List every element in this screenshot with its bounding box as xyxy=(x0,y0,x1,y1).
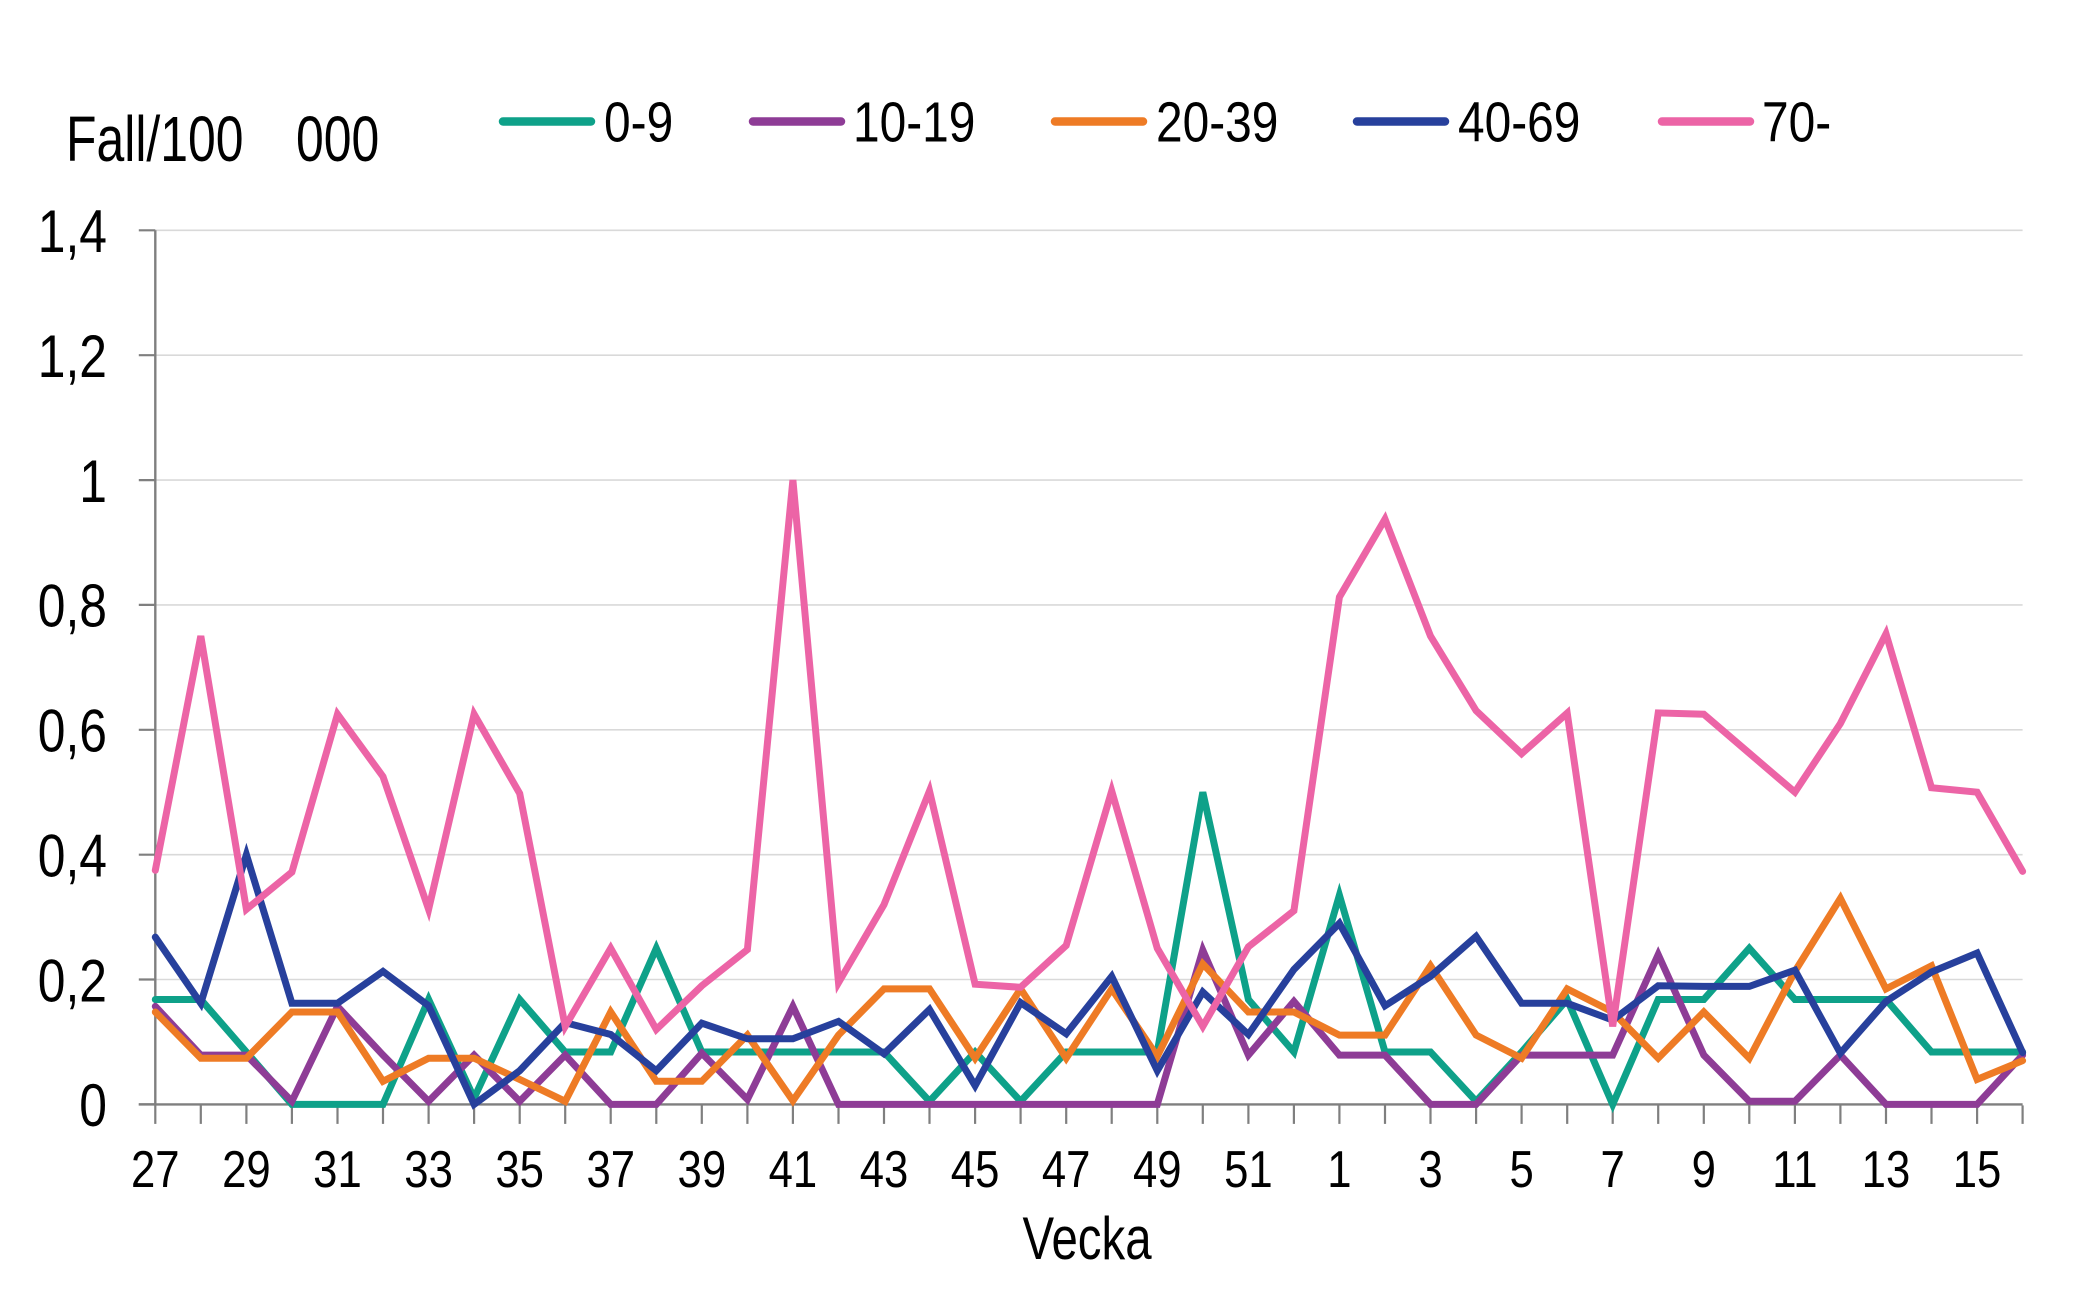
svg-text:0: 0 xyxy=(79,1072,107,1139)
svg-text:10-19: 10-19 xyxy=(853,91,975,155)
svg-text:0,2: 0,2 xyxy=(38,947,107,1014)
svg-text:000: 000 xyxy=(296,104,379,175)
svg-text:15: 15 xyxy=(1953,1142,2002,1199)
svg-text:39: 39 xyxy=(678,1142,727,1199)
svg-text:5: 5 xyxy=(1509,1142,1533,1199)
svg-text:70-: 70- xyxy=(1762,91,1831,155)
svg-text:7: 7 xyxy=(1601,1142,1625,1199)
svg-text:3: 3 xyxy=(1418,1142,1442,1199)
svg-text:Vecka: Vecka xyxy=(1022,1206,1152,1273)
svg-text:33: 33 xyxy=(404,1142,453,1199)
svg-text:41: 41 xyxy=(769,1142,818,1199)
svg-text:20-39: 20-39 xyxy=(1156,91,1278,155)
svg-text:47: 47 xyxy=(1042,1142,1091,1199)
svg-text:1,4: 1,4 xyxy=(38,198,107,265)
svg-text:43: 43 xyxy=(860,1142,909,1199)
svg-text:31: 31 xyxy=(313,1142,362,1199)
svg-text:0,8: 0,8 xyxy=(38,572,107,639)
svg-text:9: 9 xyxy=(1692,1142,1716,1199)
svg-text:29: 29 xyxy=(222,1142,271,1199)
svg-text:1: 1 xyxy=(79,447,107,514)
svg-text:45: 45 xyxy=(951,1142,1000,1199)
svg-text:0-9: 0-9 xyxy=(604,91,673,155)
svg-text:27: 27 xyxy=(131,1142,180,1199)
svg-text:11: 11 xyxy=(1772,1142,1817,1199)
svg-text:Fall/100: Fall/100 xyxy=(66,104,244,175)
svg-text:0,6: 0,6 xyxy=(38,697,107,764)
svg-text:1,2: 1,2 xyxy=(38,323,107,390)
svg-text:0,4: 0,4 xyxy=(38,822,107,889)
svg-text:49: 49 xyxy=(1133,1142,1182,1199)
svg-text:37: 37 xyxy=(586,1142,635,1199)
svg-text:35: 35 xyxy=(495,1142,544,1199)
svg-text:51: 51 xyxy=(1224,1142,1273,1199)
svg-text:13: 13 xyxy=(1862,1142,1911,1199)
svg-text:1: 1 xyxy=(1327,1142,1351,1199)
svg-text:40-69: 40-69 xyxy=(1458,91,1580,155)
